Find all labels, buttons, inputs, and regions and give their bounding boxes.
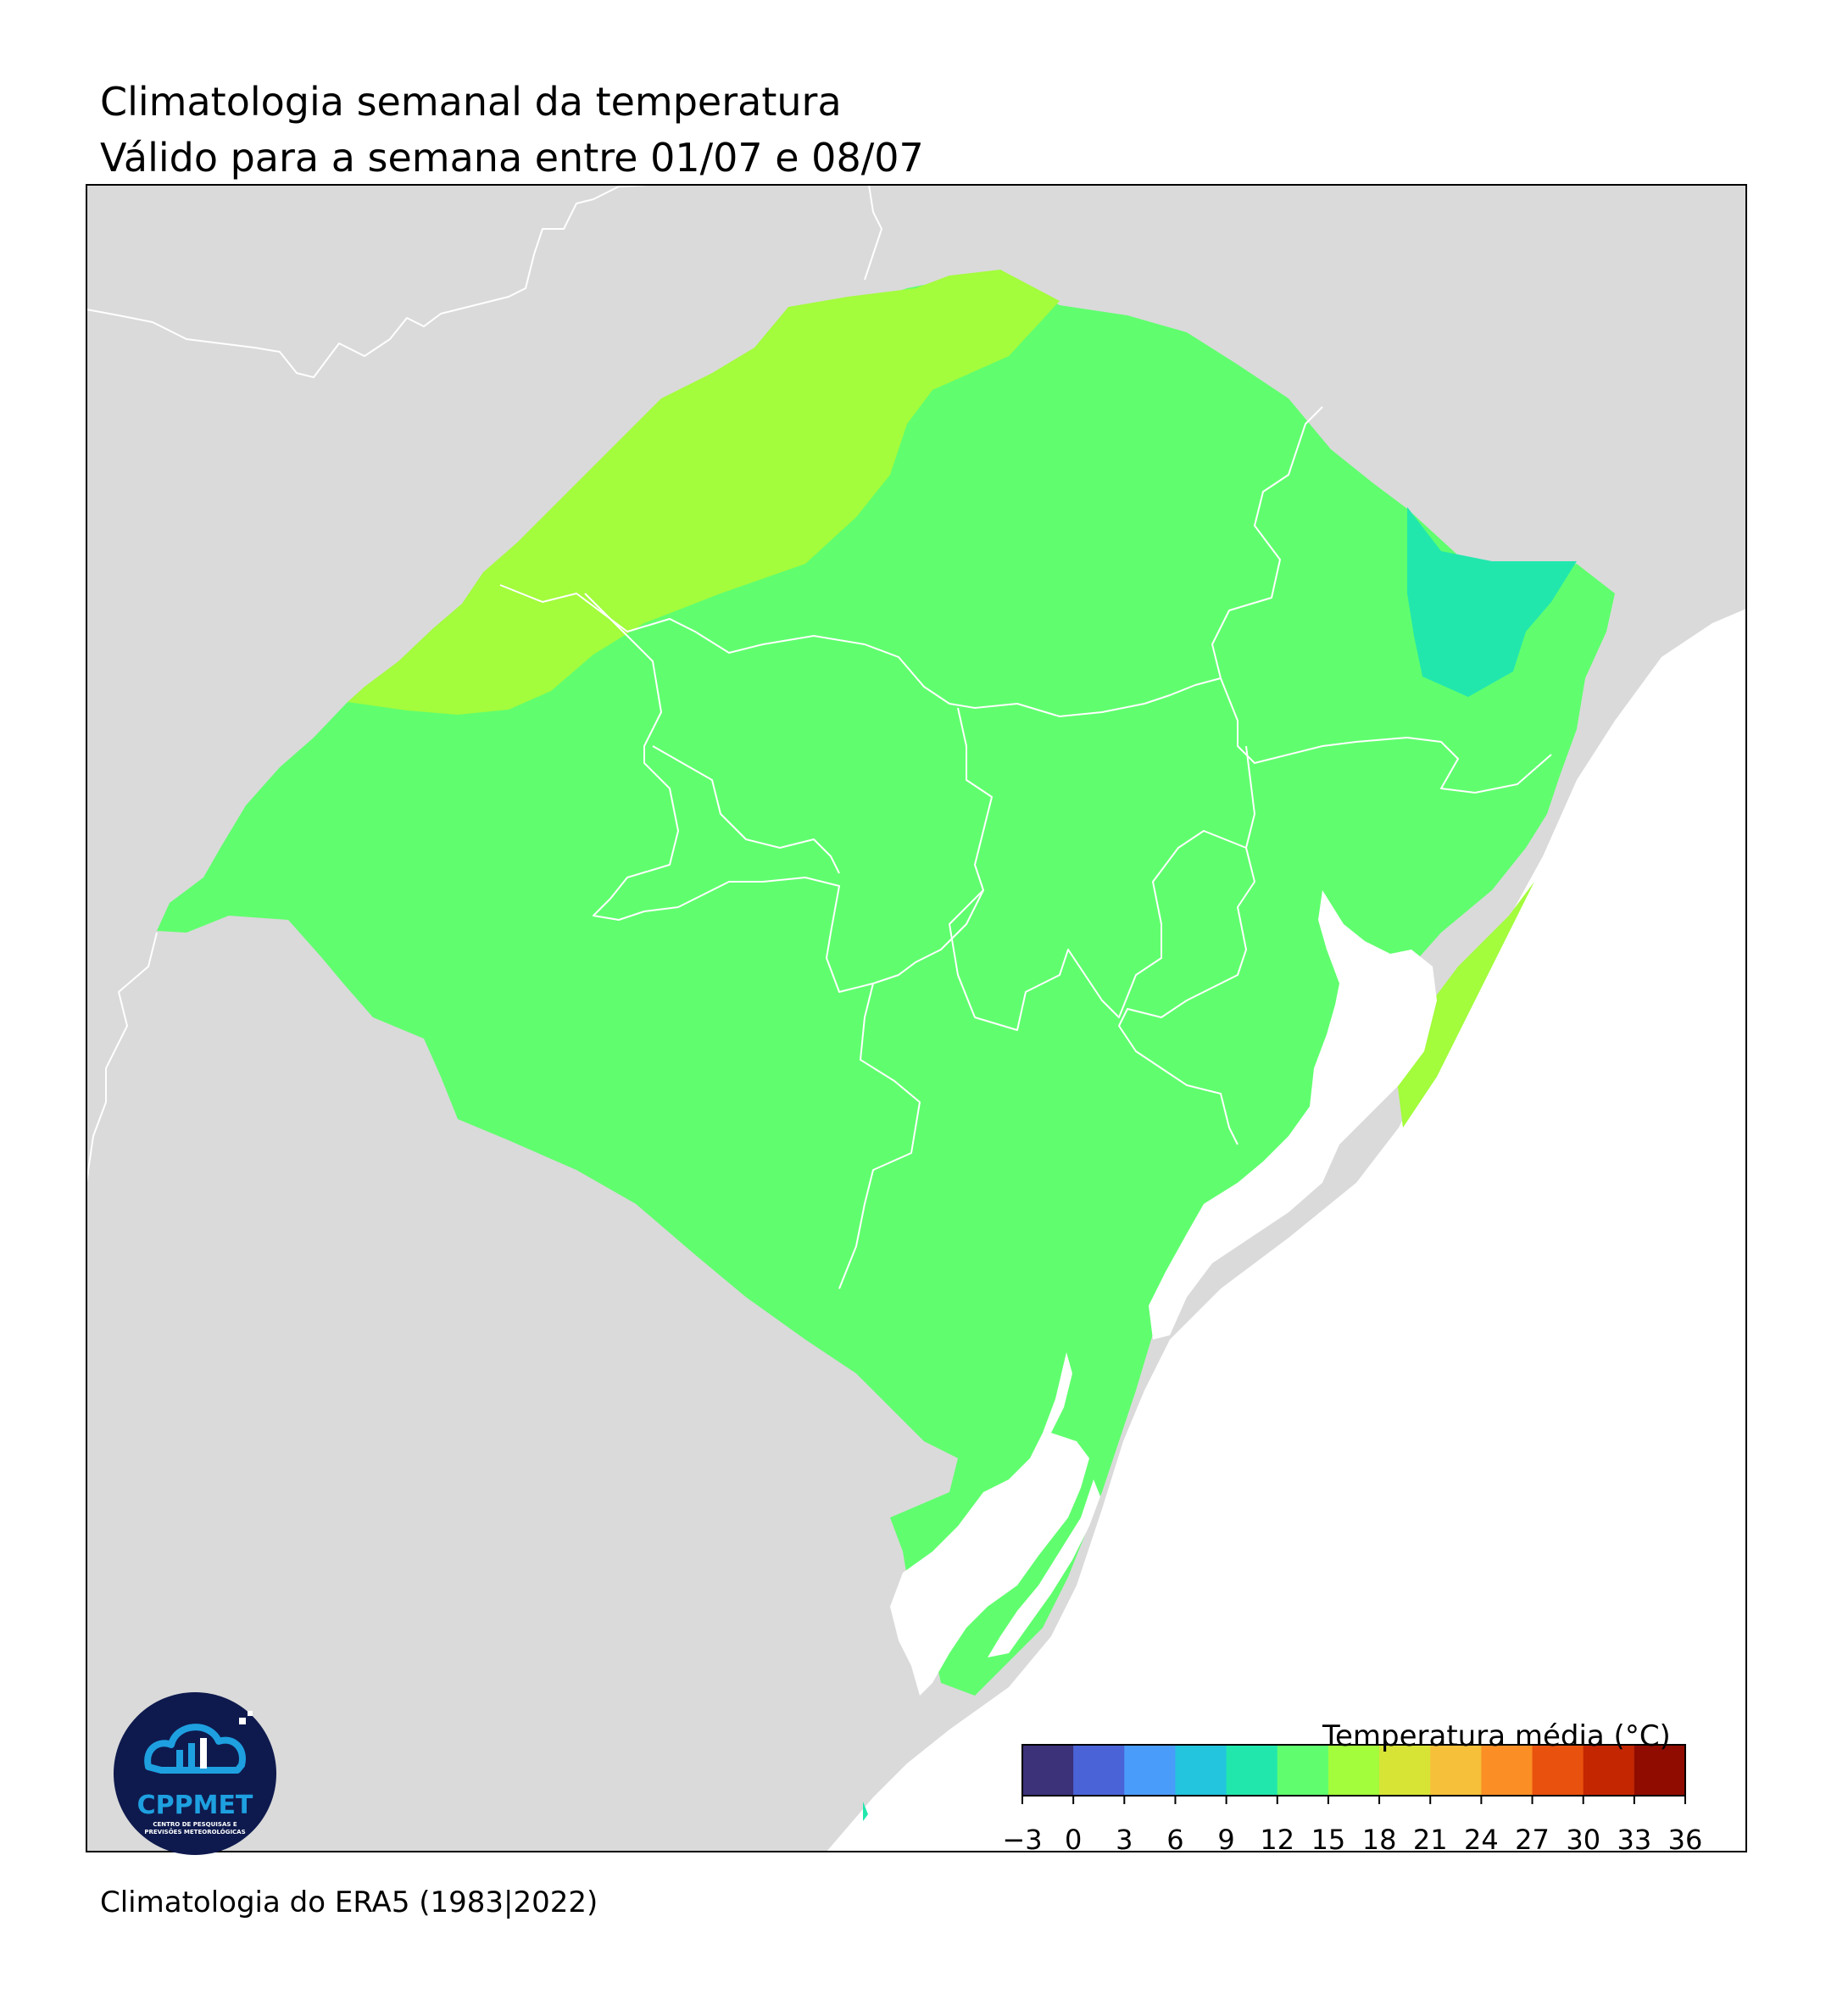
colorbar-tick-label: 9 bbox=[1217, 1824, 1235, 1856]
lagoa-mangueira bbox=[988, 1479, 1100, 1657]
colorbar-tick-label: 12 bbox=[1260, 1824, 1295, 1856]
colorbar-frame bbox=[1021, 1744, 1686, 1797]
colorbar-tick-label: 33 bbox=[1617, 1824, 1652, 1856]
lagoa-mirim bbox=[890, 1352, 1089, 1696]
colorbar-tick-label: 18 bbox=[1361, 1824, 1397, 1856]
colorbar-tick-label: 27 bbox=[1515, 1824, 1550, 1856]
region-9-12-northeast bbox=[1407, 507, 1577, 697]
colorbar-tick-label: 21 bbox=[1412, 1824, 1448, 1856]
colorbar-tick-label: −3 bbox=[1002, 1824, 1043, 1856]
colorbar-tick-label: 24 bbox=[1464, 1824, 1499, 1856]
colorbar-swatch bbox=[1328, 1745, 1380, 1796]
cppmet-logo: CPPMET CENTRO DE PESQUISAS E PREVISÕES M… bbox=[110, 1689, 280, 1858]
colorbar-swatch bbox=[1226, 1745, 1278, 1796]
colorbar-swatch bbox=[1532, 1745, 1584, 1796]
region-borders bbox=[499, 406, 1552, 1290]
colorbar-swatch bbox=[1022, 1745, 1074, 1796]
colorbar-swatch bbox=[1277, 1745, 1329, 1796]
map-subtitle: Válido para a semana entre 01/07 e 08/07 bbox=[100, 135, 924, 181]
colorbar-swatch bbox=[1379, 1745, 1431, 1796]
country-borders bbox=[86, 184, 882, 1184]
region-15-18-coast bbox=[1397, 839, 1556, 1128]
colorbar-swatch bbox=[1430, 1745, 1482, 1796]
colorbar-tick-label: 15 bbox=[1311, 1824, 1346, 1856]
colorbar-tick-label: 3 bbox=[1116, 1824, 1133, 1856]
colorbar-tick-label: 36 bbox=[1667, 1824, 1703, 1856]
colorbar-swatch bbox=[1175, 1745, 1227, 1796]
colorbar-tick-label: 6 bbox=[1166, 1824, 1184, 1856]
chui-water bbox=[863, 1802, 868, 1821]
logo-name: CPPMET bbox=[136, 1791, 253, 1820]
colorbar-swatch bbox=[1073, 1745, 1125, 1796]
cloud-logo-icon bbox=[114, 1692, 276, 1855]
colorbar bbox=[1021, 1744, 1686, 1804]
colorbar-swatch bbox=[1481, 1745, 1534, 1796]
colorbar-title: Temperatura média (°C) bbox=[1322, 1719, 1671, 1753]
logo-subtitle: CENTRO DE PESQUISAS E PREVISÕES METEOROL… bbox=[144, 1821, 246, 1836]
state-region-12-15 bbox=[157, 270, 1615, 1696]
lagoa-dos-patos bbox=[1149, 890, 1437, 1340]
colorbar-tick-label: 30 bbox=[1566, 1824, 1601, 1856]
colorbar-tick-label: 0 bbox=[1064, 1824, 1083, 1856]
map-frame bbox=[86, 184, 1747, 1852]
colorbar-swatch bbox=[1634, 1745, 1686, 1796]
footer-source: Climatologia do ERA5 (1983|2022) bbox=[100, 1886, 598, 1919]
colorbar-swatch bbox=[1583, 1745, 1635, 1796]
region-15-18-northwest bbox=[348, 270, 1060, 715]
map-title: Climatologia semanal da temperatura bbox=[100, 79, 842, 125]
colorbar-swatch bbox=[1124, 1745, 1176, 1796]
atlantic-ocean bbox=[827, 609, 1746, 1852]
